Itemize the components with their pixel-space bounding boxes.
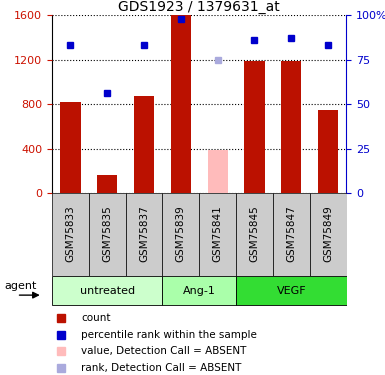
Bar (60, 102, 80, 193)
Bar (171, 15, 191, 193)
Text: Ang-1: Ang-1 (183, 286, 216, 296)
Text: agent: agent (4, 281, 37, 291)
Text: untreated: untreated (80, 286, 135, 296)
Text: percentile rank within the sample: percentile rank within the sample (82, 330, 257, 340)
Bar (89, 193, 126, 276)
Bar (244, 61, 264, 193)
Text: GSM75835: GSM75835 (102, 206, 112, 262)
Bar (52, 193, 89, 276)
Bar (236, 193, 273, 276)
Bar (52, 276, 162, 305)
Bar (162, 193, 199, 276)
Bar (162, 276, 236, 305)
Text: VEGF: VEGF (276, 286, 306, 296)
Text: value, Detection Call = ABSENT: value, Detection Call = ABSENT (82, 346, 247, 356)
Bar (199, 193, 236, 276)
Bar (318, 110, 338, 193)
Bar (126, 193, 162, 276)
Title: GDS1923 / 1379631_at: GDS1923 / 1379631_at (118, 0, 280, 14)
Text: count: count (82, 313, 111, 323)
Text: GSM75841: GSM75841 (213, 206, 223, 262)
Bar (310, 193, 346, 276)
Bar (236, 276, 346, 305)
Bar (97, 176, 117, 193)
Text: rank, Detection Call = ABSENT: rank, Detection Call = ABSENT (82, 363, 242, 373)
Text: GSM75849: GSM75849 (323, 206, 333, 262)
Text: GSM75839: GSM75839 (176, 206, 186, 262)
Bar (273, 193, 310, 276)
Text: GSM75845: GSM75845 (249, 206, 259, 262)
Bar (281, 61, 301, 193)
Text: GSM75833: GSM75833 (65, 206, 75, 262)
Text: GSM75847: GSM75847 (286, 206, 296, 262)
Bar (134, 96, 154, 193)
Text: GSM75837: GSM75837 (139, 206, 149, 262)
Bar (208, 150, 228, 193)
